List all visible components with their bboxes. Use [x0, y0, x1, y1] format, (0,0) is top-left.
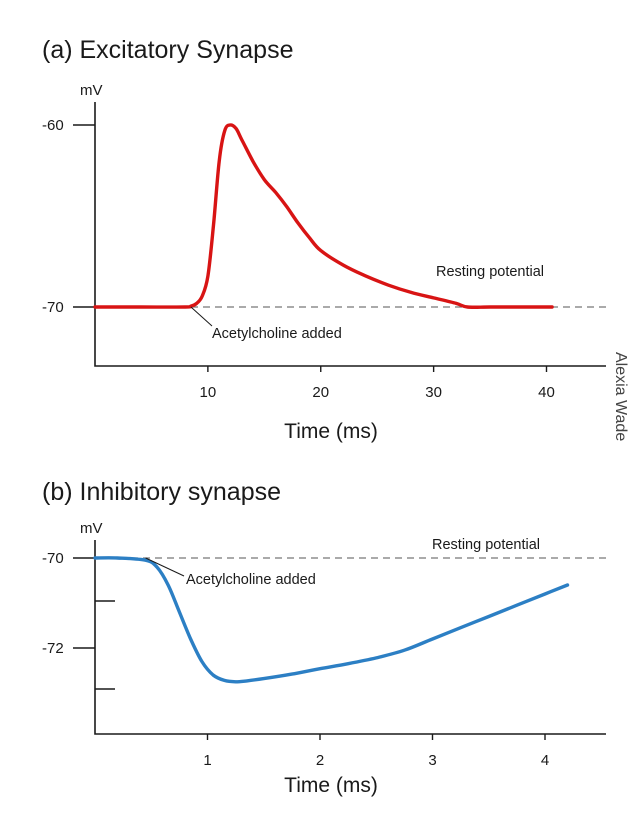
- panel-b-x-tick-label: 2: [316, 752, 324, 769]
- credit-text: Alexia Wade: [612, 352, 629, 441]
- panel-b-x-tick-label: 4: [541, 752, 549, 769]
- panel-a-y-tick-label: -60: [42, 117, 64, 134]
- panel-a-y-tick-label: -70: [42, 299, 64, 316]
- panel-b-x-tick-label: 1: [203, 752, 211, 769]
- panel-b-axes: [94, 540, 606, 735]
- panel-a-series-line: [93, 123, 554, 309]
- panel-a-x-tick-label: 10: [200, 384, 217, 401]
- panel-b-y-tick-label: -72: [42, 640, 64, 657]
- panel-a: (a) Excitatory Synapse mV Resting potent…: [42, 36, 606, 443]
- panel-b: (b) Inhibitory synapse mV Resting potent…: [42, 478, 606, 797]
- panel-a-axes: [94, 102, 606, 367]
- panel-a-annotation-leader: [190, 306, 213, 327]
- panel-b-series-line: [93, 556, 570, 684]
- panel-b-annotation-text: Acetylcholine added: [186, 572, 316, 588]
- panel-a-x-tick-label: 20: [312, 384, 329, 401]
- panel-a-x-label: Time (ms): [284, 420, 378, 443]
- panel-b-y-tick-label: -70: [42, 550, 64, 567]
- panel-a-x-tick-label: 40: [538, 384, 555, 401]
- panel-b-annotation-leader: [145, 557, 185, 577]
- panel-a-ticks: 10 20 30 40 -60 -70: [42, 117, 555, 401]
- panel-a-y-unit: mV: [80, 82, 103, 99]
- panel-a-title: (a) Excitatory Synapse: [42, 36, 294, 64]
- panel-b-x-tick-label: 3: [428, 752, 436, 769]
- panel-b-x-label: Time (ms): [284, 774, 378, 797]
- panel-a-resting-label: Resting potential: [436, 264, 544, 280]
- panel-a-annotation-text: Acetylcholine added: [212, 326, 342, 342]
- panel-b-ticks: 1 2 3 4 -70 -72: [42, 550, 549, 769]
- panel-b-y-unit: mV: [80, 520, 103, 537]
- panel-b-resting-label: Resting potential: [432, 537, 540, 553]
- panel-b-title: (b) Inhibitory synapse: [42, 478, 281, 506]
- panel-a-x-tick-label: 30: [425, 384, 442, 401]
